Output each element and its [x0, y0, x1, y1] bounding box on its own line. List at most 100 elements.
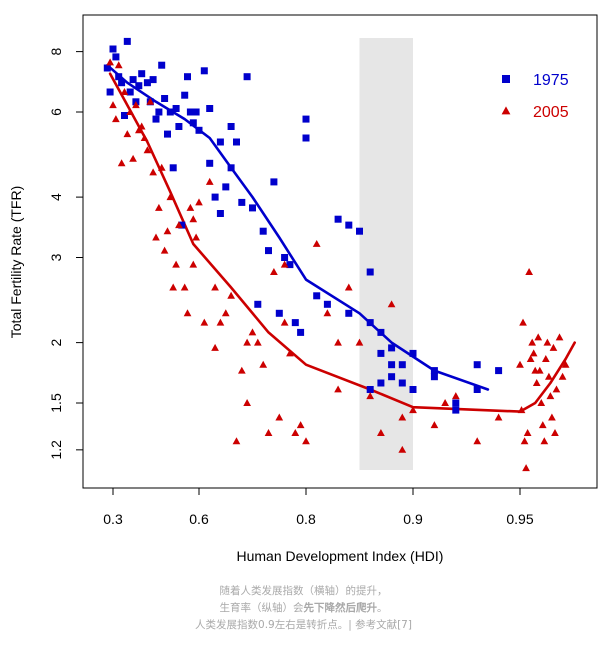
point-1975 [186, 108, 194, 116]
point-2005 [117, 159, 126, 167]
point-2005 [409, 406, 417, 414]
y-tick-label: 8 [48, 48, 64, 56]
point-1975 [452, 406, 460, 414]
y-tick-label: 1.5 [48, 393, 64, 413]
point-2005 [452, 392, 460, 400]
point-1975 [495, 367, 503, 375]
caption-line-3: 人类发展指数0.9左右是转折点。| 参考文献[7] [195, 619, 412, 631]
point-2005 [552, 385, 561, 393]
point-2005 [532, 379, 541, 386]
point-1975 [334, 215, 342, 223]
point-2005 [286, 349, 294, 357]
point-1975 [184, 73, 191, 81]
point-2005 [129, 154, 137, 162]
point-2005 [441, 399, 449, 406]
point-1975 [121, 112, 128, 119]
point-1975 [206, 105, 214, 112]
point-2005 [259, 360, 268, 368]
point-1975 [126, 88, 134, 96]
point-1975 [345, 221, 353, 229]
point-1975 [430, 367, 438, 375]
point-2005 [192, 233, 200, 241]
point-1975 [152, 115, 160, 123]
point-2005 [543, 338, 552, 346]
point-1975 [233, 138, 240, 146]
point-2005 [430, 421, 439, 429]
point-1975 [164, 130, 171, 138]
point-2005 [120, 88, 129, 95]
point-2005 [243, 399, 251, 406]
point-1975 [222, 183, 230, 191]
point-2005 [398, 413, 407, 421]
point-1975 [377, 328, 385, 336]
point-2005 [270, 268, 278, 275]
point-2005 [280, 260, 289, 268]
point-2005 [166, 193, 175, 201]
point-2005 [561, 360, 570, 368]
point-1975 [161, 95, 169, 102]
point-1975 [409, 386, 417, 393]
point-2005 [243, 338, 251, 346]
point-1975 [302, 134, 310, 142]
point-2005 [232, 437, 241, 445]
x-tick-label: 0.9 [403, 511, 423, 527]
x-tick-label: 0.8 [296, 511, 316, 527]
point-2005 [540, 437, 549, 445]
x-axis-label: Human Development Index (HDI) [237, 548, 444, 564]
y-tick-label: 2 [48, 339, 64, 347]
point-2005 [517, 406, 526, 414]
point-2005 [275, 413, 284, 421]
point-1975 [377, 379, 385, 387]
point-2005 [526, 355, 535, 362]
point-1975 [398, 361, 406, 369]
point-1975 [118, 79, 126, 87]
point-1975 [216, 138, 224, 146]
point-2005 [160, 246, 169, 254]
point-2005 [221, 309, 230, 317]
point-2005 [528, 338, 536, 346]
point-2005 [516, 360, 524, 368]
point-2005 [216, 318, 225, 326]
point-1975 [366, 319, 374, 327]
point-2005 [180, 283, 189, 291]
point-2005 [549, 343, 558, 351]
point-1975 [302, 115, 310, 123]
point-2005 [169, 283, 177, 291]
point-1975 [388, 361, 396, 369]
point-1975 [377, 349, 385, 357]
y-tick-label: 1.2 [48, 440, 64, 460]
point-1975 [452, 399, 460, 407]
point-1975 [265, 247, 272, 255]
point-2005 [248, 328, 257, 336]
caption: 随着人类发展指数（横轴）的提升， 生育率（纵轴）会先下降然后爬升。 人类发展指数… [0, 583, 607, 634]
point-2005 [377, 429, 385, 436]
point-2005 [211, 283, 219, 291]
caption-line-2: 生育率（纵轴）会先下降然后爬升。 [0, 600, 607, 617]
x-tick-label: 0.95 [506, 511, 533, 527]
point-2005 [254, 338, 262, 346]
caption-line-1: 随着人类发展指数（横轴）的提升， [219, 585, 388, 597]
point-2005 [534, 333, 543, 341]
point-2005 [112, 115, 120, 123]
point-1975 [143, 79, 151, 87]
point-1975 [281, 254, 289, 261]
point-2005 [545, 372, 553, 380]
point-1975 [238, 198, 246, 206]
point-2005 [334, 385, 342, 393]
point-1975 [366, 268, 374, 276]
point-1975 [227, 123, 235, 130]
point-1975 [249, 204, 256, 212]
point-2005 [344, 283, 353, 291]
point-1975 [409, 349, 417, 357]
point-1975 [398, 379, 406, 387]
point-2005 [264, 429, 273, 436]
point-2005 [520, 437, 529, 445]
trend-line-1975 [106, 63, 490, 391]
point-1975 [275, 309, 283, 317]
point-1975 [430, 373, 438, 381]
point-2005 [538, 421, 547, 429]
point-2005 [152, 233, 160, 241]
point-1975 [166, 108, 174, 116]
point-1975 [123, 37, 131, 45]
point-1975 [270, 178, 278, 186]
